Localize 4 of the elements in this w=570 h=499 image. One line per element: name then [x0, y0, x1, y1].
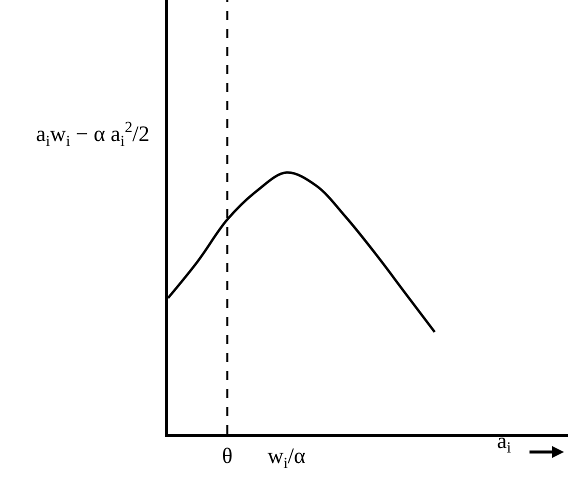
x-axis-title: a$_{i}$	[497, 428, 512, 457]
x-tick-label: θ	[222, 443, 233, 468]
y-axis-title: a$_{i}$w$_{i}$ − α a$_{i}$$^{2}$/2	[36, 119, 150, 150]
x-tick-label: w$_{i}$/α	[268, 443, 306, 472]
